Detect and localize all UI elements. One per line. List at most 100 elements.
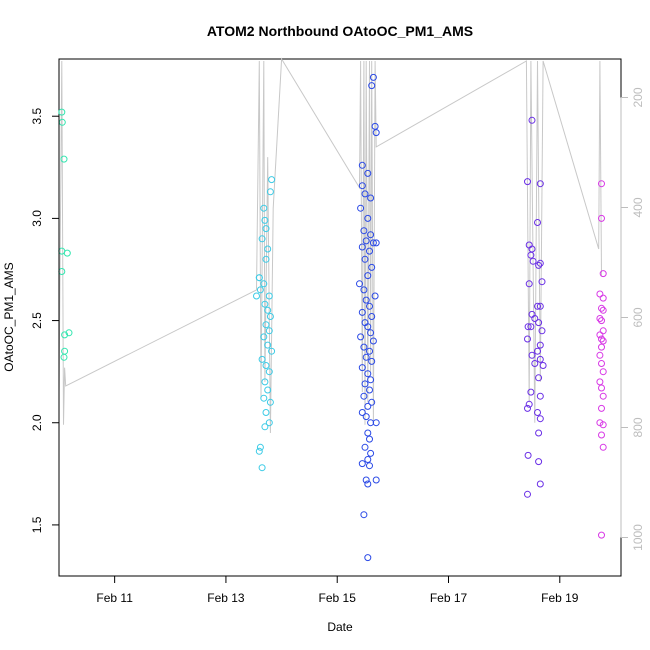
data-point	[264, 386, 272, 394]
data-point	[362, 353, 370, 361]
series-5	[596, 180, 607, 539]
data-point	[262, 255, 270, 263]
y2-tick-label: 200	[631, 87, 645, 107]
data-point	[366, 347, 373, 355]
data-point	[65, 329, 73, 337]
series-2	[253, 176, 276, 472]
data-point	[63, 249, 71, 257]
data-point	[358, 182, 366, 190]
data-point	[529, 257, 537, 265]
data-point	[524, 335, 531, 343]
data-point	[367, 231, 375, 239]
data-point	[527, 251, 535, 259]
data-point	[258, 355, 266, 363]
data-point	[596, 378, 604, 386]
series-4	[524, 116, 547, 498]
chart-title: ATOM2 Northbound OAtoOC_PM1_AMS	[207, 23, 473, 39]
y-tick-label: 3.0	[30, 210, 44, 227]
data-point	[364, 370, 372, 378]
data-point	[369, 239, 377, 247]
data-point	[366, 462, 373, 470]
data-point	[258, 235, 266, 243]
data-point	[531, 315, 539, 322]
data-point	[360, 511, 368, 519]
data-points	[58, 73, 607, 562]
data-point	[366, 435, 373, 443]
data-point	[536, 415, 544, 423]
data-point	[598, 404, 605, 412]
data-point	[535, 429, 543, 437]
data-point	[524, 323, 532, 331]
data-point	[528, 116, 536, 124]
data-point	[357, 333, 365, 341]
data-point	[596, 351, 604, 359]
data-point	[536, 259, 544, 267]
data-point	[527, 323, 535, 331]
y-axis: 1.5 2.0 2.5 3.0 3.5	[30, 108, 60, 533]
data-point	[364, 272, 372, 280]
x-tick-label: Feb 11	[96, 591, 133, 605]
data-point	[371, 292, 379, 300]
data-point	[265, 368, 273, 376]
data-point	[260, 204, 268, 212]
data-point	[368, 398, 376, 406]
y-axis-label: OAtoOC_PM1_AMS	[2, 262, 16, 371]
data-point	[261, 378, 269, 386]
data-point	[525, 400, 533, 408]
data-point	[531, 360, 539, 367]
data-point	[364, 429, 372, 437]
y-tick-label: 2.0	[30, 414, 44, 431]
altitude-trace	[58, 57, 602, 434]
data-point	[266, 313, 274, 320]
data-point	[360, 392, 368, 400]
data-point	[361, 255, 369, 263]
data-point	[255, 274, 263, 282]
x-axis-label: Date	[327, 620, 353, 634]
data-point	[368, 357, 376, 365]
data-point	[264, 306, 272, 314]
x-axis: Feb 11 Feb 13 Feb 15 Feb 17 Feb 19	[96, 575, 579, 605]
data-point	[364, 214, 372, 222]
data-point	[368, 313, 376, 320]
data-point	[599, 327, 607, 335]
data-point	[527, 388, 535, 396]
data-point	[598, 335, 605, 343]
data-point	[364, 323, 372, 331]
data-point	[599, 421, 607, 429]
x-tick-label: Feb 15	[319, 591, 357, 605]
x-tick-label: Feb 13	[207, 591, 245, 605]
data-point	[265, 419, 273, 427]
data-point	[255, 447, 263, 455]
data-point	[598, 431, 605, 439]
data-point	[534, 302, 541, 310]
data-point	[361, 443, 369, 451]
data-point	[598, 343, 605, 351]
data-point	[536, 341, 544, 349]
data-point	[367, 329, 375, 337]
data-point	[536, 480, 544, 488]
data-point	[598, 214, 605, 222]
data-point	[596, 331, 604, 339]
data-point	[361, 190, 369, 198]
data-point	[366, 302, 373, 310]
data-point	[528, 351, 536, 359]
data-point	[265, 327, 273, 335]
data-point	[260, 333, 268, 341]
y-tick-label: 2.5	[30, 312, 44, 329]
data-point	[372, 129, 380, 137]
data-point	[357, 204, 365, 212]
data-point	[598, 180, 605, 188]
data-point	[538, 327, 546, 335]
data-point	[372, 419, 380, 427]
data-point	[360, 286, 368, 294]
data-point	[356, 280, 363, 288]
data-point	[361, 380, 369, 388]
data-point	[362, 413, 370, 421]
data-point	[599, 294, 607, 302]
series-3	[356, 73, 380, 562]
data-point	[362, 237, 370, 245]
data-point	[256, 443, 264, 451]
data-point	[264, 245, 272, 253]
data-point	[58, 108, 66, 116]
